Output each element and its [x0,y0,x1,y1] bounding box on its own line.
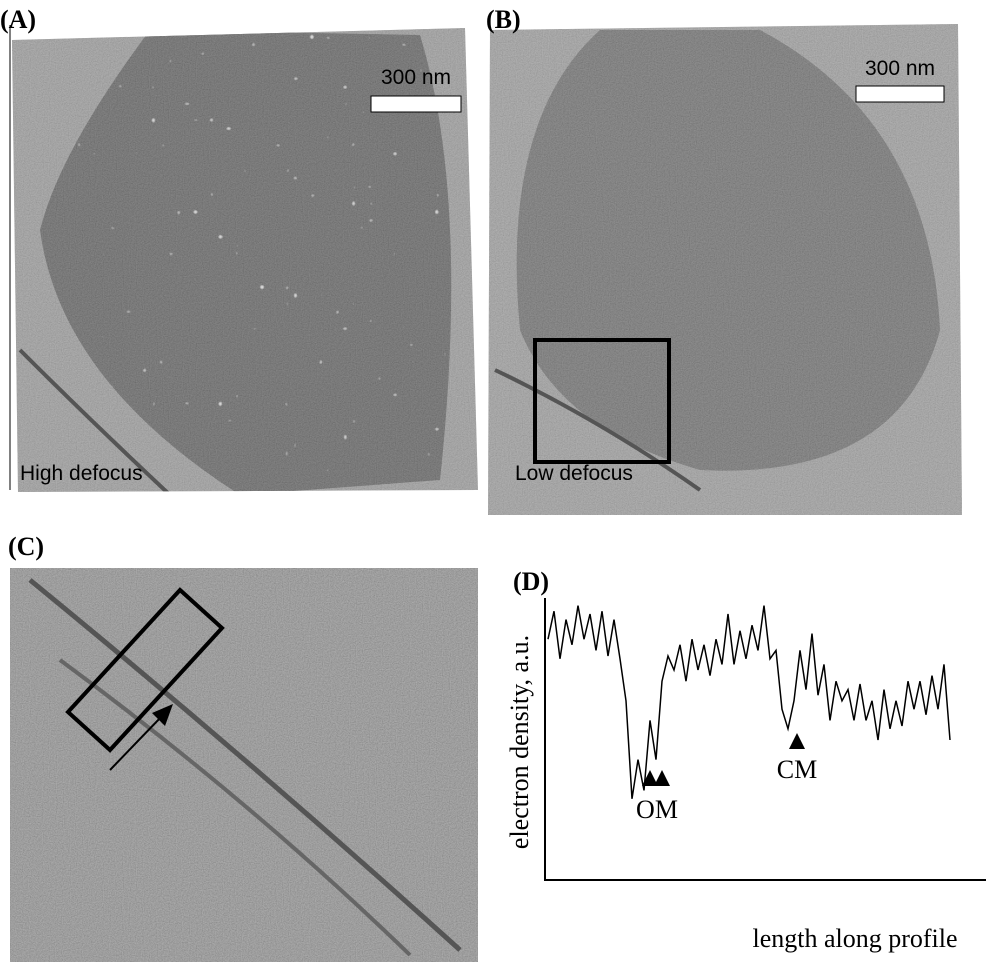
arrow [109,714,164,771]
profile-box [65,587,225,753]
marker-label: OM [636,795,678,824]
caption: Low defocus [515,462,633,485]
zoom-box [533,338,671,464]
marker-arrow [654,770,670,786]
panel-label: (D) [513,567,549,596]
density-profile [547,605,951,799]
marker-arrow [789,733,805,749]
y-axis-label: electron density, a.u. [505,635,534,849]
micrograph-a [12,28,478,492]
panel-label: (A) [0,5,36,34]
arrow-head [152,704,173,726]
marker-label: CM [777,755,817,784]
scale-bar-label: 300 nm [865,57,935,80]
scale-bar-label: 300 nm [381,66,451,89]
marker-arrow [642,770,658,786]
micrograph-b [488,24,962,515]
scale-bar [370,95,462,113]
micrograph-c [10,568,478,962]
x-axis-label: length along profile [752,924,957,953]
caption: High defocus [20,462,143,485]
panel-label: (C) [8,532,44,561]
scale-bar [855,85,945,103]
panel-label: (B) [486,5,521,34]
